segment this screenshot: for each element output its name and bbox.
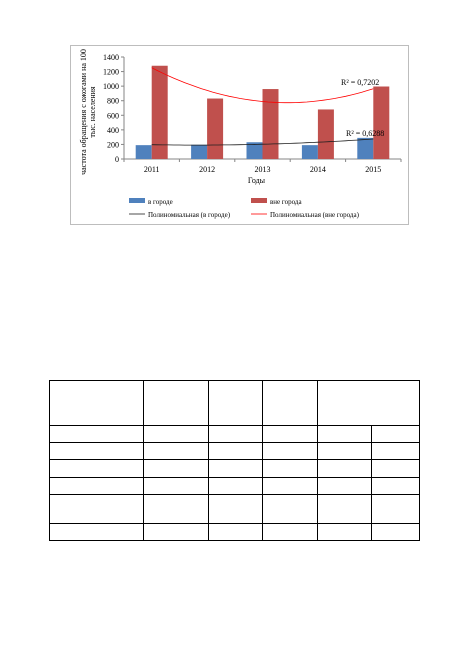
table-cell [208, 379, 263, 427]
table-cell [143, 442, 209, 461]
table-cell [208, 425, 263, 444]
table-cell [317, 425, 372, 444]
legend-swatch-city [129, 198, 145, 203]
x-tick-label: 2013 [255, 165, 271, 174]
y-tick-label: 600 [107, 111, 119, 120]
table-row [49, 522, 420, 542]
table-cell [208, 459, 263, 478]
table-cell [143, 459, 209, 478]
table-cell [49, 493, 144, 524]
table-cell [208, 476, 263, 495]
table-cell [317, 459, 372, 478]
table-cell [143, 493, 209, 524]
table-cell [208, 522, 263, 542]
table-row [49, 476, 420, 495]
legend-label-city: в городе [148, 198, 173, 206]
table-row [49, 493, 420, 524]
trendline-outside [151, 67, 374, 104]
x-tick-label: 2011 [144, 165, 160, 174]
legend-label-trend-city: Полиномиальная (в городе) [148, 211, 231, 219]
table-cell [262, 493, 318, 524]
table-cell [317, 476, 372, 495]
table-cell [262, 476, 318, 495]
bar-city [301, 145, 318, 159]
table-cell [143, 425, 209, 444]
data-table [49, 379, 420, 542]
y-tick-label: 200 [107, 140, 119, 149]
y-tick-label: 0 [115, 155, 119, 164]
table-header-row [49, 379, 420, 427]
bar-city [191, 144, 208, 159]
table-cell [208, 493, 263, 524]
table-cell [371, 459, 420, 478]
bar-outside [207, 98, 224, 159]
table-cell [262, 442, 318, 461]
bar-outside [262, 89, 279, 159]
bar-city [357, 137, 374, 159]
chart-area: 0 200 400 600 800 1000 1200 1400 2011 2012 2013 201… [70, 45, 409, 225]
r2-label-outside: R² = 0,7202 [341, 78, 379, 87]
table-cell [143, 522, 209, 542]
table-cell [262, 459, 318, 478]
table-cell [371, 493, 420, 524]
table-cell [49, 379, 144, 427]
bar-outside [151, 65, 168, 159]
chart-svg: 0 200 400 600 800 1000 1200 1400 2011 2012 2013 201… [79, 49, 402, 219]
table-cell [208, 442, 263, 461]
legend-label-outside: вне города [270, 198, 302, 206]
y-axis-title: частота обращения с ожогами на 100 [79, 49, 88, 175]
y-tick-label: 800 [107, 97, 119, 106]
x-tick-label: 2012 [199, 165, 215, 174]
x-tick-label: 2015 [365, 165, 381, 174]
table-row [49, 442, 420, 461]
bar-city [246, 142, 263, 159]
legend-swatch-outside [251, 198, 267, 203]
y-tick-label: 400 [107, 126, 119, 135]
table-cell [317, 379, 420, 427]
y-axis-title-line2: тыс. населения [88, 86, 97, 138]
table-cell [143, 476, 209, 495]
table-cell [371, 442, 420, 461]
table-row [49, 459, 420, 478]
table-cell [143, 379, 209, 427]
trendline-city [151, 138, 374, 146]
table-cell [317, 493, 372, 524]
table-cell [317, 522, 372, 542]
table-cell [49, 522, 144, 542]
y-tick-label: 1400 [103, 53, 119, 62]
table-cell [262, 379, 318, 427]
legend-label-trend-outside: Полиномиальная (вне города) [270, 211, 360, 219]
bar-city [135, 145, 152, 159]
table-row [49, 425, 420, 444]
y-tick-label: 1200 [103, 68, 119, 77]
table-cell [49, 425, 144, 444]
x-axis-title: Годы [248, 176, 266, 185]
table-cell [371, 522, 420, 542]
bar-outside [317, 109, 334, 159]
table-cell [371, 476, 420, 495]
r2-label-city: R² = 0,6288 [346, 129, 384, 138]
table-cell [371, 425, 420, 444]
table-cell [317, 442, 372, 461]
y-tick-label: 1000 [103, 82, 119, 91]
table-cell [49, 459, 144, 478]
table-cell [49, 476, 144, 495]
bar-outside [373, 86, 390, 159]
table-cell [262, 425, 318, 444]
table-cell [262, 522, 318, 542]
table-cell [49, 442, 144, 461]
x-tick-label: 2014 [310, 165, 326, 174]
